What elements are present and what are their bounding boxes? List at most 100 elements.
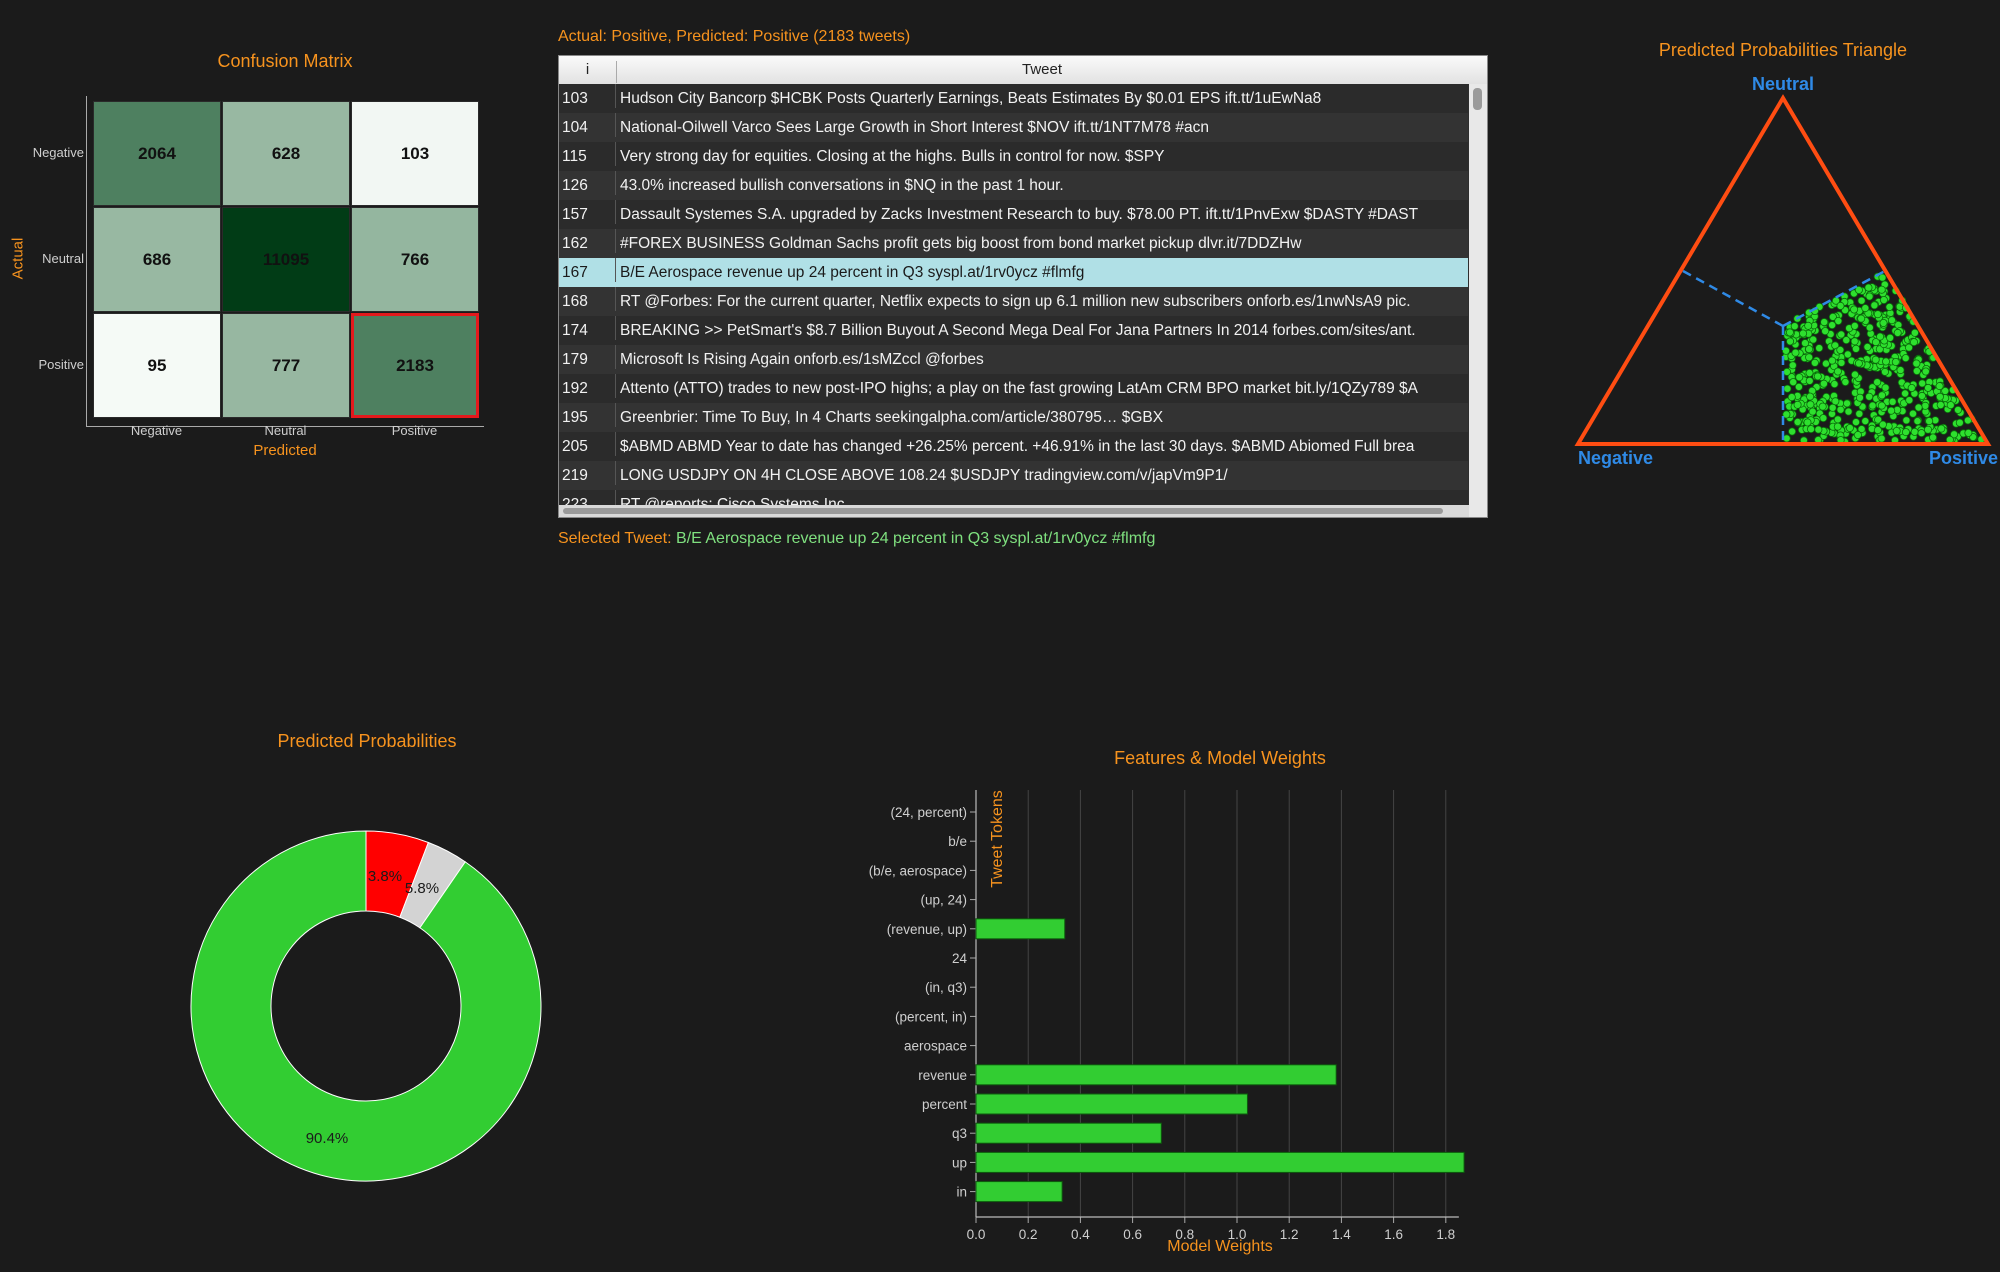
tweet-point[interactable] bbox=[1793, 400, 1802, 409]
tweet-point[interactable] bbox=[1786, 337, 1795, 346]
tweet-point[interactable] bbox=[1917, 429, 1926, 438]
table-row[interactable]: 174 BREAKING >> PetSmart's $8.7 Billion B… bbox=[559, 316, 1468, 345]
tweet-point[interactable] bbox=[1842, 336, 1851, 345]
tweet-point[interactable] bbox=[1873, 310, 1882, 319]
tweet-point[interactable] bbox=[1850, 370, 1859, 379]
tweet-point[interactable] bbox=[1805, 345, 1814, 354]
tweet-point[interactable] bbox=[1877, 401, 1886, 410]
tweet-point[interactable] bbox=[1801, 339, 1810, 348]
tweet-point[interactable] bbox=[1863, 342, 1872, 351]
tweet-point[interactable] bbox=[1881, 357, 1890, 366]
table-row[interactable]: 219 LONG USDJPY ON 4H CLOSE ABOVE 108.24 … bbox=[559, 461, 1468, 490]
tweet-point[interactable] bbox=[1904, 343, 1913, 352]
tweet-point[interactable] bbox=[1928, 433, 1937, 442]
feature-bar[interactable] bbox=[975, 1093, 1248, 1115]
tweet-point[interactable] bbox=[1964, 428, 1973, 437]
tweet-point[interactable] bbox=[1881, 383, 1890, 392]
tweet-point[interactable] bbox=[1876, 332, 1885, 341]
tweet-point[interactable] bbox=[1923, 425, 1932, 434]
tweet-point[interactable] bbox=[1788, 427, 1797, 436]
tweet-point[interactable] bbox=[1850, 321, 1859, 330]
tweet-point[interactable] bbox=[1937, 424, 1946, 433]
tweet-point[interactable] bbox=[1921, 367, 1930, 376]
tweet-point[interactable] bbox=[1925, 417, 1934, 426]
tweet-point[interactable] bbox=[1865, 392, 1874, 401]
tweet-point[interactable] bbox=[1878, 273, 1887, 282]
tweet-point[interactable] bbox=[1787, 393, 1796, 402]
table-row[interactable]: 168 RT @Forbes: For the current quarter, … bbox=[559, 287, 1468, 316]
feature-bar[interactable] bbox=[975, 1064, 1337, 1086]
tweet-point[interactable] bbox=[1844, 407, 1853, 416]
tweet-point[interactable] bbox=[1851, 418, 1860, 427]
tweet-point[interactable] bbox=[1868, 401, 1877, 410]
tweet-point[interactable] bbox=[1789, 378, 1798, 387]
tweet-point[interactable] bbox=[1837, 358, 1846, 367]
tweet-point[interactable] bbox=[1901, 428, 1910, 437]
tweet-point[interactable] bbox=[1815, 344, 1824, 353]
tweet-point[interactable] bbox=[1871, 338, 1880, 347]
table-row[interactable]: 157 Dassault Systemes S.A. upgraded by Za… bbox=[559, 200, 1468, 229]
tweet-point[interactable] bbox=[1936, 400, 1945, 409]
tweet-point[interactable] bbox=[1887, 316, 1896, 325]
cm-cell-negative-neutral[interactable]: 628 bbox=[222, 101, 350, 206]
tweet-point[interactable] bbox=[1912, 359, 1921, 368]
tweet-point[interactable] bbox=[1821, 327, 1830, 336]
tweet-point[interactable] bbox=[1810, 358, 1819, 367]
tweet-point[interactable] bbox=[1879, 318, 1888, 327]
tweet-point[interactable] bbox=[1855, 409, 1864, 418]
tweet-point[interactable] bbox=[1843, 350, 1852, 359]
tweet-point[interactable] bbox=[1806, 400, 1815, 409]
cm-cell-positive-positive[interactable]: 2183 bbox=[351, 313, 479, 418]
tweet-point[interactable] bbox=[1785, 328, 1794, 337]
tweet-point[interactable] bbox=[1877, 285, 1886, 294]
tweet-point[interactable] bbox=[1819, 379, 1828, 388]
tweet-point[interactable] bbox=[1896, 366, 1905, 375]
tweet-point[interactable] bbox=[1913, 417, 1922, 426]
tweet-point[interactable] bbox=[1854, 359, 1863, 368]
tweet-point[interactable] bbox=[1878, 420, 1887, 429]
table-row[interactable]: 104 National-Oilwell Varco Sees Large Gro… bbox=[559, 113, 1468, 142]
table-row[interactable]: 195 Greenbrier: Time To Buy, In 4 Charts … bbox=[559, 403, 1468, 432]
tweet-point[interactable] bbox=[1828, 356, 1837, 365]
tweet-point[interactable] bbox=[1887, 406, 1896, 415]
tweet-point[interactable] bbox=[1809, 335, 1818, 344]
tweet-point[interactable] bbox=[1908, 409, 1917, 418]
table-row-selected[interactable]: 167 B/E Aerospace revenue up 24 percent i… bbox=[559, 258, 1468, 287]
cm-cell-negative-negative[interactable]: 2064 bbox=[93, 101, 221, 206]
cm-cell-neutral-positive[interactable]: 766 bbox=[351, 207, 479, 312]
tweet-point[interactable] bbox=[1794, 382, 1803, 391]
tweet-point[interactable] bbox=[1963, 416, 1972, 425]
tweet-point[interactable] bbox=[1850, 305, 1859, 314]
tweet-point[interactable] bbox=[1842, 399, 1851, 408]
tweet-point[interactable] bbox=[1813, 372, 1822, 381]
tweet-point[interactable] bbox=[1871, 355, 1880, 364]
tweet-point[interactable] bbox=[1955, 418, 1964, 427]
tweet-point[interactable] bbox=[1907, 383, 1916, 392]
tweet-point[interactable] bbox=[1836, 345, 1845, 354]
tweet-point[interactable] bbox=[1861, 417, 1870, 426]
tweet-point[interactable] bbox=[1886, 333, 1895, 342]
feature-bar[interactable] bbox=[975, 1151, 1465, 1173]
tweet-point[interactable] bbox=[1836, 301, 1845, 310]
tweet-point[interactable] bbox=[1865, 323, 1874, 332]
tweet-point[interactable] bbox=[1880, 367, 1889, 376]
vertical-scrollbar[interactable] bbox=[1469, 84, 1487, 517]
tweet-point[interactable] bbox=[1805, 376, 1814, 385]
table-row[interactable]: 179 Microsoft Is Rising Again onforb.es/1… bbox=[559, 345, 1468, 374]
tweet-point[interactable] bbox=[1879, 295, 1888, 304]
tweet-point[interactable] bbox=[1793, 417, 1802, 426]
column-header-i[interactable]: i bbox=[559, 61, 617, 83]
tweet-point[interactable] bbox=[1836, 405, 1845, 414]
tweet-point[interactable] bbox=[1850, 337, 1859, 346]
donut-slice[interactable] bbox=[190, 830, 542, 1182]
tweet-point[interactable] bbox=[1828, 403, 1837, 412]
tweet-point[interactable] bbox=[1857, 314, 1866, 323]
feature-bar[interactable] bbox=[975, 1122, 1162, 1144]
tweet-point[interactable] bbox=[1914, 403, 1923, 412]
tweet-point[interactable] bbox=[1902, 416, 1911, 425]
tweet-point[interactable] bbox=[1806, 392, 1815, 401]
tweet-point[interactable] bbox=[1790, 322, 1799, 331]
column-header-tweet[interactable]: Tweet bbox=[1021, 61, 1063, 78]
tweet-point[interactable] bbox=[1950, 430, 1959, 439]
tweet-point[interactable] bbox=[1833, 422, 1842, 431]
